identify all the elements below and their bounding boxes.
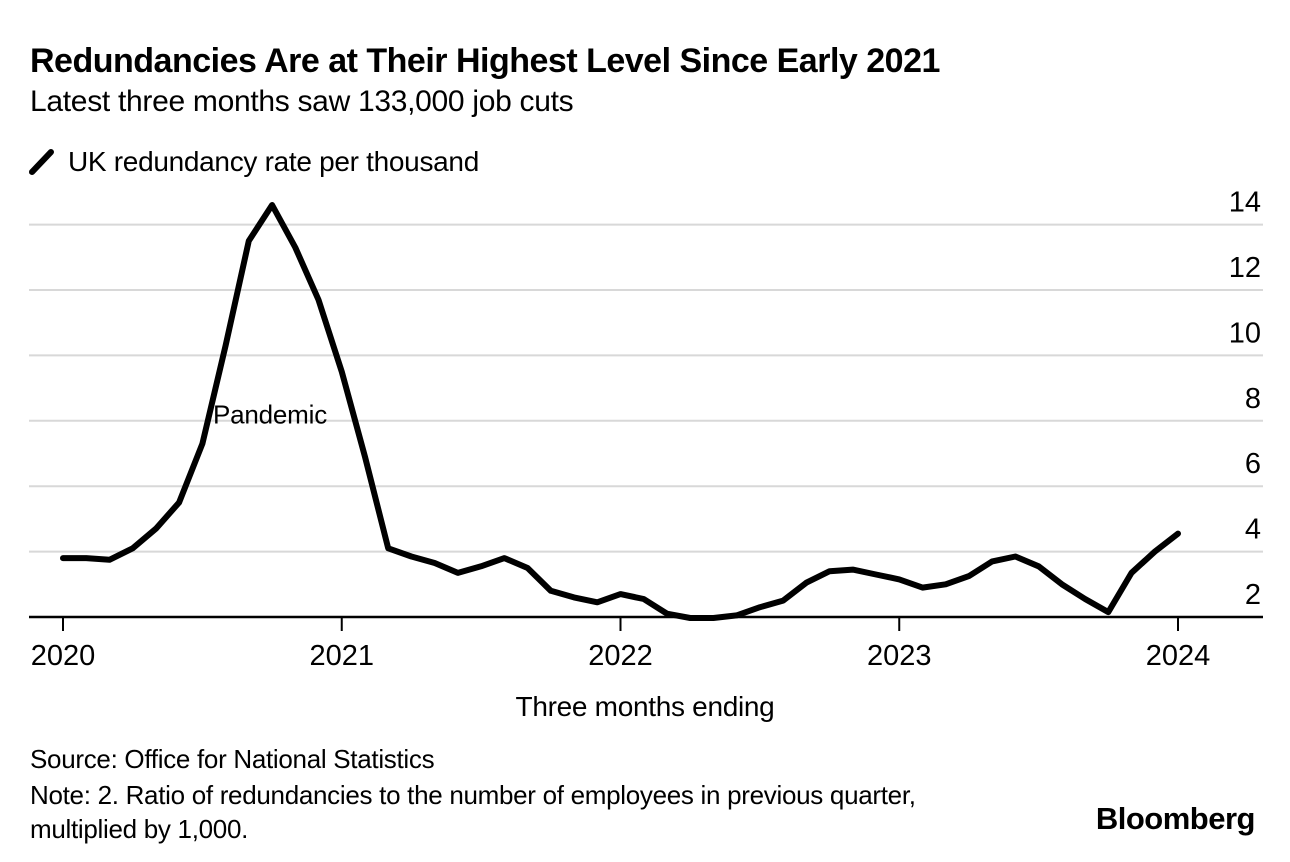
chart-tick-labels: 2 4 6 8 10 12 14 2020 2021 2022 2023 2024 bbox=[31, 187, 1261, 672]
y-tick-label: 6 bbox=[1245, 448, 1261, 480]
x-tick-label: 2021 bbox=[309, 640, 374, 672]
y-tick-label: 10 bbox=[1229, 317, 1261, 349]
note-line-2: multiplied by 1,000. bbox=[30, 814, 249, 844]
page-subtitle: Latest three months saw 133,000 job cuts bbox=[30, 85, 574, 118]
bloomberg-logo: Bloomberg bbox=[1095, 801, 1256, 836]
x-tick-label: 2020 bbox=[31, 640, 96, 672]
x-tick-label: 2022 bbox=[588, 640, 653, 672]
legend-label: UK redundancy rate per thousand bbox=[68, 146, 479, 177]
x-tick-label: 2024 bbox=[1146, 640, 1211, 672]
y-tick-label: 2 bbox=[1245, 579, 1261, 611]
source-line: Source: Office for National Statistics bbox=[30, 744, 435, 774]
chart-axis bbox=[29, 615, 1263, 631]
page-title: Redundancies Are at Their Highest Level … bbox=[30, 42, 940, 80]
y-tick-label: 12 bbox=[1229, 252, 1261, 284]
x-tick-label: 2023 bbox=[867, 640, 932, 672]
x-axis-title: Three months ending bbox=[515, 691, 775, 722]
y-tick-label: 8 bbox=[1245, 383, 1261, 415]
line-slash-icon bbox=[29, 149, 54, 175]
y-tick-label: 4 bbox=[1245, 514, 1261, 546]
note-line-1: Note: 2. Ratio of redundancies to the nu… bbox=[30, 780, 916, 810]
chart-gridlines bbox=[29, 223, 1263, 553]
chart-line-series bbox=[60, 202, 1181, 621]
pandemic-annotation: Pandemic bbox=[212, 399, 328, 430]
chart-footer: Source: Office for National Statistics N… bbox=[30, 742, 916, 846]
redundancy-rate-line bbox=[60, 202, 1181, 621]
y-tick-label: 14 bbox=[1229, 187, 1261, 219]
legend: UK redundancy rate per thousand bbox=[29, 146, 479, 178]
